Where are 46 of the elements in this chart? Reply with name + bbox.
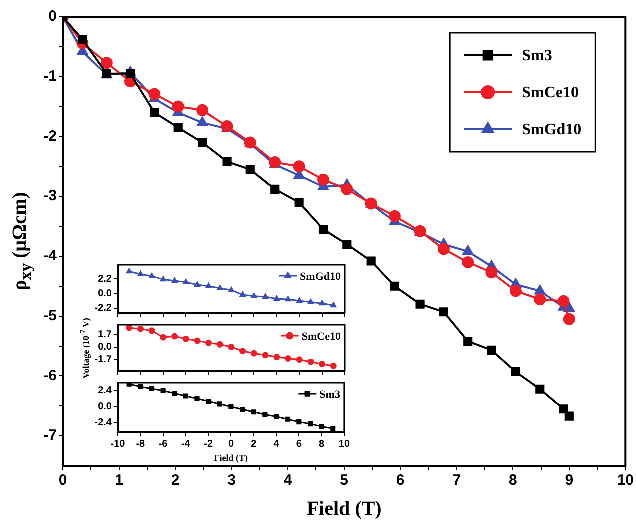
x-tick-label: 8 (508, 472, 518, 490)
y-tick-label: -4 (44, 248, 58, 265)
x-tick-label: 4 (274, 438, 280, 450)
y-tick-label: -6 (44, 367, 57, 384)
y-tick-label: -7 (44, 427, 57, 444)
x-axis-title: Field (T) (306, 498, 382, 521)
x-tick-label: 9 (565, 472, 574, 490)
x-tick-label: -10 (110, 438, 126, 450)
x-tick-label: 2 (171, 472, 180, 490)
x-tick-label: 5 (340, 472, 348, 490)
x-tick-label: 3 (228, 472, 236, 490)
legend-label: SmGd10 (522, 122, 582, 139)
y-tick-label: 1.7 (98, 329, 112, 340)
y-tick-label: -2.4 (94, 417, 112, 428)
x-tick-label: -4 (181, 438, 191, 450)
y-tick-label: -5 (44, 307, 57, 324)
y-tick-label: -1 (44, 68, 57, 86)
y-tick-label: -2 (44, 128, 57, 145)
x-tick-label: 4 (284, 472, 293, 490)
x-tick-label: -6 (158, 438, 168, 450)
y-tick-label: -3 (44, 188, 57, 205)
legend-label: SmGd10 (300, 270, 342, 283)
y-tick-label: -1.7 (94, 354, 112, 366)
legend-label: SmCe10 (522, 84, 579, 102)
y-tick-label: 0.0 (98, 288, 112, 300)
legend-label: Sm3 (522, 48, 552, 65)
legend-label: Sm3 (320, 388, 341, 401)
x-tick-label: 6 (396, 472, 405, 490)
x-tick-label: 1 (115, 472, 124, 490)
x-tick-label: 0 (228, 438, 234, 450)
y-tick-label: 0 (48, 8, 57, 26)
x-axis-title: Field (T) (214, 453, 248, 463)
x-tick-label: 8 (319, 438, 326, 450)
y-tick-label: -2.2 (94, 303, 112, 314)
x-tick-label: 10 (338, 438, 350, 450)
y-tick-label: 0.0 (98, 402, 112, 413)
y-tick-label: 2.4 (98, 386, 112, 397)
x-tick-label: 10 (617, 472, 634, 490)
legend-label: SmCe10 (302, 330, 342, 343)
x-tick-label: -2 (204, 438, 214, 450)
y-tick-label: 0.0 (98, 342, 112, 354)
y-tick-label: 2.2 (98, 274, 112, 285)
x-tick-label: 6 (296, 438, 302, 450)
x-tick-label: -8 (136, 438, 146, 450)
x-tick-label: 2 (251, 438, 258, 450)
x-tick-label: 7 (452, 472, 462, 490)
